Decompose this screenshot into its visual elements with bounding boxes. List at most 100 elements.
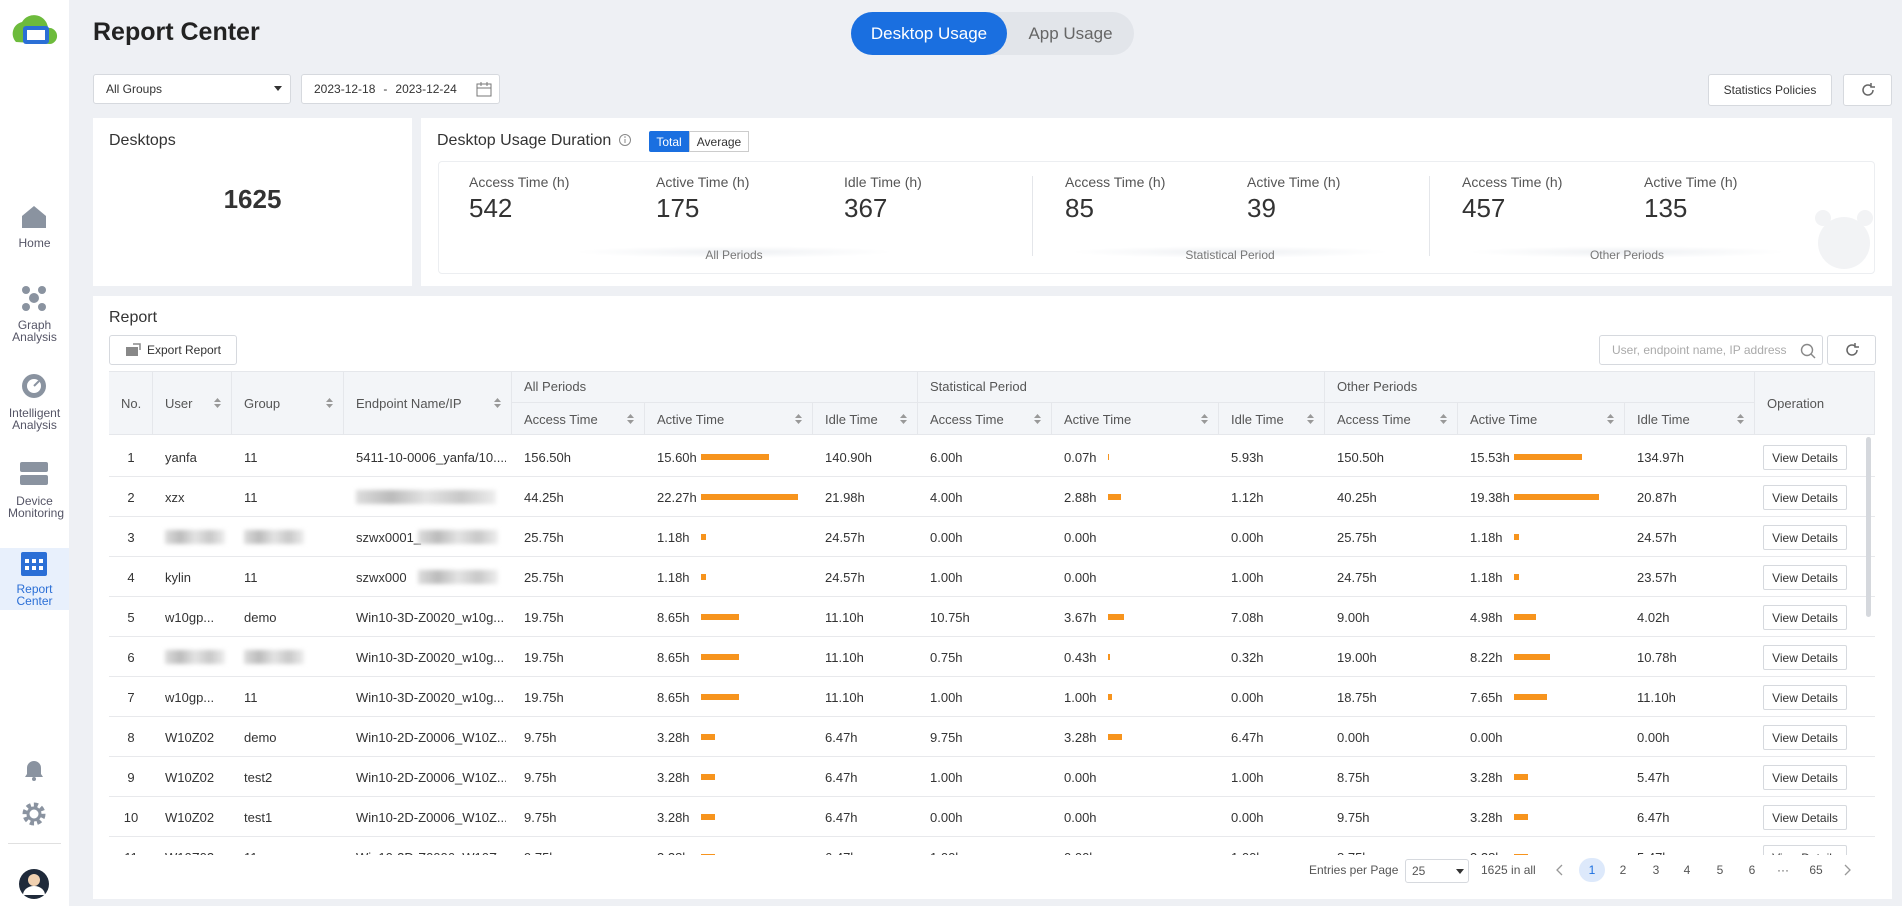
avatar[interactable] <box>18 868 50 900</box>
cell: 24.57h <box>825 557 912 597</box>
cell: 11 <box>244 437 338 477</box>
cell: 5.47h <box>1637 837 1749 855</box>
cell: 0.00h <box>1231 797 1319 837</box>
view-details-button[interactable]: View Details <box>1763 605 1847 630</box>
period-header: All Periods <box>512 371 918 403</box>
next-page[interactable] <box>1842 864 1852 876</box>
cell: 6.47h <box>1637 797 1749 837</box>
period-caption: All Periods <box>614 248 854 262</box>
active-bar <box>701 534 706 540</box>
cell: 4.98h <box>1470 597 1619 637</box>
group-select[interactable]: All Groups <box>93 74 291 104</box>
view-details-button[interactable]: View Details <box>1763 805 1847 830</box>
view-details-button[interactable]: View Details <box>1763 485 1847 510</box>
redacted <box>418 530 498 544</box>
active-bar <box>1514 654 1550 660</box>
bell-icon[interactable] <box>24 759 44 781</box>
active-bar <box>701 734 715 740</box>
page-active[interactable]: 1 <box>1579 858 1605 882</box>
sort-icon[interactable] <box>1737 413 1744 425</box>
page-size-label: Entries per Page <box>1309 863 1398 877</box>
active-bar <box>1514 454 1582 460</box>
page-size-select[interactable]: 25 <box>1405 859 1469 883</box>
metric-label: Idle Time (h) <box>844 174 922 190</box>
sort-icon[interactable] <box>627 413 634 425</box>
nav-item[interactable]: Graph Analysis <box>0 319 69 343</box>
home-icon <box>20 204 48 230</box>
active-bar <box>701 654 739 660</box>
cell: w10gp... <box>165 597 226 637</box>
cell: 0.00h <box>1637 717 1749 757</box>
period-header: Other Periods <box>1325 371 1755 403</box>
view-details-button[interactable]: View Details <box>1763 565 1847 590</box>
intelligent-icon <box>20 372 48 400</box>
page-link[interactable]: 4 <box>1674 858 1700 882</box>
view-details-button[interactable]: View Details <box>1763 525 1847 550</box>
sort-icon[interactable] <box>1034 413 1041 425</box>
report-table: No.UserGroupEndpoint Name/IPOperationAll… <box>109 371 1875 855</box>
table-refresh-button[interactable] <box>1827 335 1876 365</box>
refresh-icon <box>1860 82 1876 98</box>
metric-value: 367 <box>844 193 887 224</box>
cell: 156.50h <box>524 437 639 477</box>
cell: 9.75h <box>524 757 639 797</box>
sort-icon[interactable] <box>1440 413 1447 425</box>
settings-icon[interactable] <box>22 802 46 826</box>
cell: Win10-2D-Z0006_W10Z... <box>356 757 506 797</box>
date-range[interactable]: 2023-12-18-2023-12-24 <box>301 74 500 104</box>
cell: W10Z02 <box>165 837 226 855</box>
tab-active[interactable]: Desktop Usage <box>851 12 1007 55</box>
search-input[interactable]: User, endpoint name, IP address <box>1599 335 1823 365</box>
sort-icon[interactable] <box>326 397 333 409</box>
nav-item[interactable]: Home <box>0 237 69 249</box>
active-bar <box>701 614 739 620</box>
view-details-button[interactable]: View Details <box>1763 645 1847 670</box>
page-link[interactable]: 65 <box>1803 858 1829 882</box>
view-details-button[interactable]: View Details <box>1763 445 1847 470</box>
sort-icon[interactable] <box>900 413 907 425</box>
cell: 150.50h <box>1337 437 1452 477</box>
sort-icon[interactable] <box>214 397 221 409</box>
mode-active[interactable]: Total <box>649 131 689 152</box>
view-details-button[interactable]: View Details <box>1763 765 1847 790</box>
page-link[interactable]: 6 <box>1739 858 1765 882</box>
cell: 11.10h <box>825 637 912 677</box>
cell: 11 <box>109 837 153 855</box>
nav-item[interactable]: Device Monitoring <box>0 495 69 519</box>
nav-item[interactable]: Intelligent Analysis <box>0 407 69 431</box>
info-icon <box>618 133 632 147</box>
statistics-policies-button[interactable]: Statistics Policies <box>1708 74 1832 106</box>
refresh-button[interactable] <box>1843 74 1892 106</box>
mode[interactable]: Average <box>689 131 749 152</box>
view-details-button[interactable]: View Details <box>1763 845 1847 855</box>
nav-item[interactable]: Report Center <box>0 583 69 607</box>
active-bar <box>701 574 706 580</box>
cell: 9 <box>109 757 153 797</box>
cell: 1 <box>109 437 153 477</box>
export-button[interactable]: Export Report <box>109 335 237 365</box>
cell: 18.75h <box>1337 677 1452 717</box>
page-link[interactable]: 3 <box>1643 858 1669 882</box>
view-details-button[interactable]: View Details <box>1763 685 1847 710</box>
sort-icon[interactable] <box>1607 413 1614 425</box>
cell: 1.18h <box>657 517 807 557</box>
cell: 1.18h <box>1470 517 1619 557</box>
cell: 3.28h <box>657 837 807 855</box>
tab[interactable]: App Usage <box>1007 12 1134 55</box>
cell: 0.00h <box>1064 517 1213 557</box>
prev-page[interactable] <box>1555 864 1565 876</box>
search-icon <box>1800 343 1816 359</box>
sort-icon[interactable] <box>795 413 802 425</box>
cell: 1.18h <box>1470 557 1619 597</box>
page-link[interactable]: 2 <box>1610 858 1636 882</box>
page-link[interactable]: 5 <box>1707 858 1733 882</box>
metric-label: Access Time (h) <box>1065 174 1165 190</box>
sort-icon[interactable] <box>494 397 501 409</box>
sort-icon[interactable] <box>1307 413 1314 425</box>
cell: 1.00h <box>930 557 1046 597</box>
cell: 3.28h <box>1470 757 1619 797</box>
sort-icon[interactable] <box>1201 413 1208 425</box>
page-link[interactable]: ··· <box>1770 858 1796 882</box>
metric-header: Access Time <box>918 403 1052 435</box>
view-details-button[interactable]: View Details <box>1763 725 1847 750</box>
